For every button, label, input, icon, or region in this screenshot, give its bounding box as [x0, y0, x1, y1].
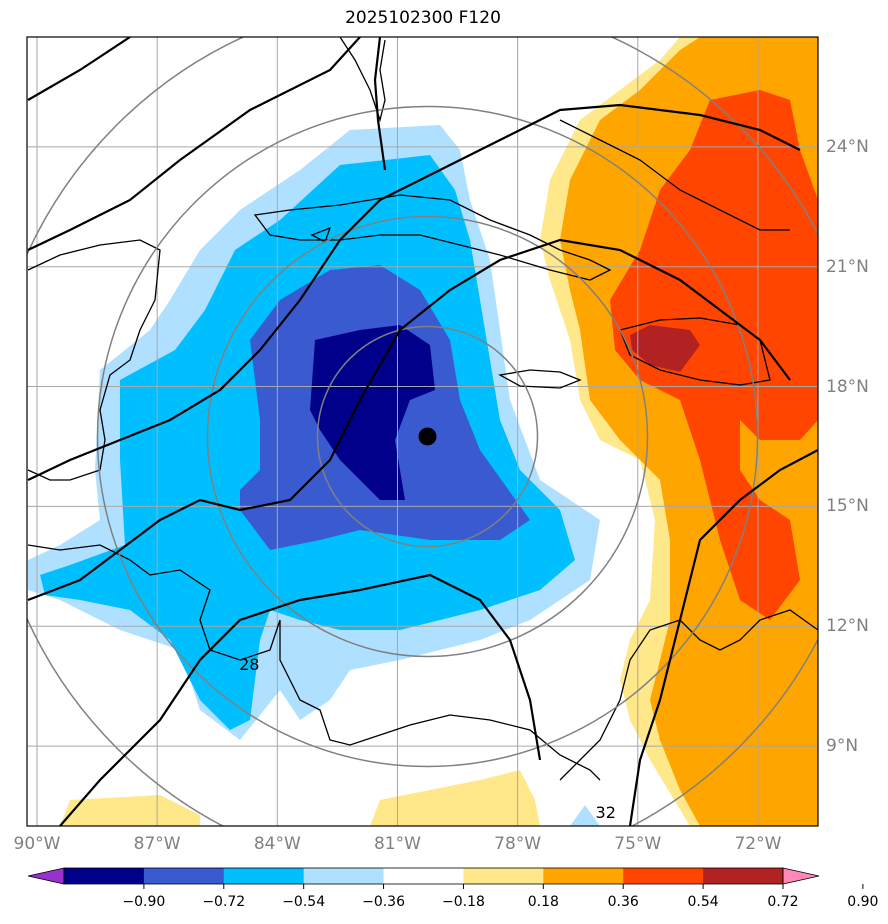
- anomaly-fill-pos-054: [610, 90, 818, 620]
- colorbar-level-label-9: 0.90: [847, 894, 879, 910]
- latitude-label-4: 12°N: [826, 616, 869, 637]
- map-frame: [26, 36, 819, 827]
- latitude-label-1: 21°N: [826, 256, 869, 277]
- colorbar-frame: [63, 867, 784, 885]
- colorbar-level-label-0: −0.90: [122, 894, 166, 910]
- range-ring-2: [206, 215, 649, 658]
- colorbar-segment-2: [143, 868, 225, 884]
- colorbar-level-label-7: 0.54: [687, 894, 719, 910]
- colorbar-level-label-4: −0.18: [441, 894, 485, 910]
- colorbar-extend-high: [782, 867, 820, 885]
- height-contours: [27, 37, 818, 826]
- map-title: 2025102300 F120: [345, 8, 501, 28]
- colorbar-segment-1: [64, 868, 145, 884]
- longitude-label-0: 90°W: [13, 834, 61, 854]
- colorbar-segment-8: [623, 868, 704, 884]
- colorbar-segment-4: [303, 868, 385, 884]
- coast-cayman: [310, 226, 332, 243]
- contour-label-1: 32: [596, 803, 616, 822]
- contour-line-7: [373, 37, 387, 171]
- colorbar-level-label-8: 0.72: [767, 894, 799, 910]
- latitude-label-5: 9°N: [826, 736, 859, 757]
- colorbar: [27, 867, 864, 889]
- contour-line-1: [27, 37, 131, 101]
- colorbar-level-label-5: 0.18: [527, 894, 559, 910]
- latitude-label-2: 18°N: [826, 376, 869, 397]
- coast-central-america: [27, 544, 601, 781]
- longitude-label-4: 78°W: [494, 834, 542, 854]
- contour-label-0: 28: [239, 655, 259, 674]
- longitude-label-1: 87°W: [133, 834, 181, 854]
- latitude-label-0: 24°N: [826, 136, 869, 157]
- range-ring-1: [316, 325, 539, 548]
- contour-labels: 28 32: [239, 655, 616, 822]
- coast-bahamas: [559, 119, 790, 231]
- colorbar-extend-low: [27, 867, 65, 885]
- colorbar-level-label-2: −0.54: [282, 894, 326, 910]
- coastlines: [27, 37, 818, 781]
- contour-line-3: [27, 103, 801, 481]
- anomaly-fill-pos-072: [630, 325, 700, 372]
- storm-center-marker: [418, 427, 437, 446]
- contour-line-2: [27, 37, 361, 251]
- colorbar-segment-7: [543, 868, 624, 884]
- coast-florida: [339, 37, 386, 123]
- contour-line-4: [27, 238, 791, 602]
- anomaly-fill-pos-018-south-2: [370, 770, 540, 826]
- colorbar-segment-9: [703, 868, 784, 884]
- colorbar-segment-6: [463, 868, 544, 884]
- contour-line-5: [59, 573, 542, 826]
- coast-cuba: [253, 194, 612, 281]
- coast-hispaniola: [619, 317, 771, 386]
- colorbar-level-label-1: −0.72: [202, 894, 246, 910]
- latitude-label-3: 15°N: [826, 496, 869, 517]
- colorbar-segment-5: [383, 868, 464, 884]
- colorbar-level-label-3: −0.36: [362, 894, 405, 910]
- longitude-label-5: 75°W: [614, 834, 662, 854]
- anomaly-fill-pos-018-south-1: [60, 795, 200, 826]
- longitude-label-3: 81°W: [373, 834, 421, 854]
- colorbar-level-label-6: 0.36: [607, 894, 639, 910]
- colorbar-segment-3: [223, 868, 305, 884]
- coast-yucatan: [27, 239, 161, 481]
- range-ring-3: [96, 105, 759, 768]
- range-rings: [27, 37, 818, 826]
- longitude-label-2: 84°W: [253, 834, 301, 854]
- contour-line-6: [628, 449, 818, 826]
- anomaly-fill-neg-018-south: [570, 805, 600, 826]
- coast-jamaica: [498, 369, 582, 389]
- longitude-label-6: 72°W: [734, 834, 782, 854]
